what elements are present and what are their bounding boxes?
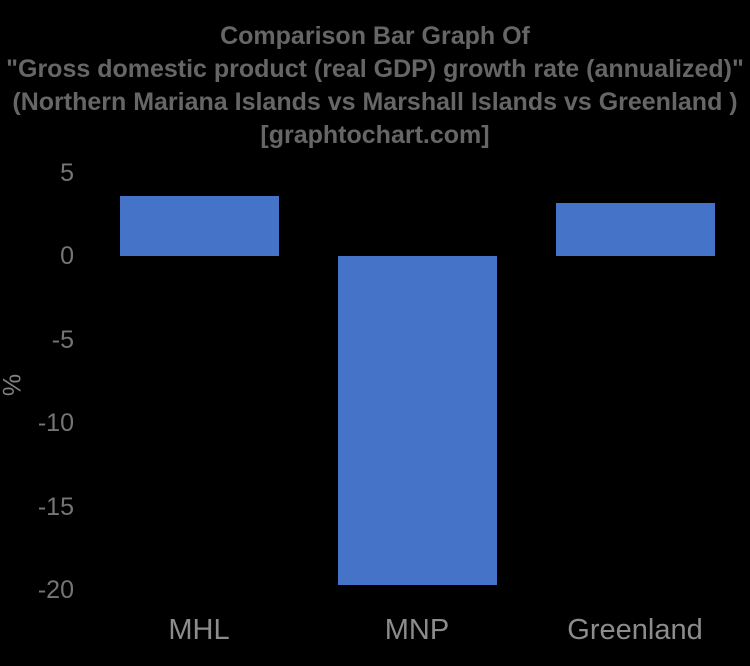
y-tick-label--5: -5 <box>51 326 74 354</box>
y-tick-label-0: 0 <box>60 242 74 270</box>
x-axis-label-mnp: MNP <box>384 614 450 646</box>
y-tick-label--10: -10 <box>37 409 74 437</box>
bar-mhl <box>120 196 279 256</box>
chart-title: Comparison Bar Graph Of "Gross domestic … <box>0 20 750 152</box>
chart-title-line-1: Comparison Bar Graph Of <box>220 22 530 50</box>
chart-title-line-3: (Northern Mariana Islands vs Marshall Is… <box>12 88 738 116</box>
y-tick-label--20: -20 <box>37 576 74 604</box>
x-axis-label-greenland: Greenland <box>567 614 703 646</box>
chart-title-line-2: "Gross domestic product (real GDP) growt… <box>6 55 744 83</box>
bar-mnp <box>338 256 497 585</box>
y-tick-label-5: 5 <box>60 159 74 187</box>
chart-title-line-4: [graphtochart.com] <box>260 121 490 149</box>
y-tick-label--15: -15 <box>37 493 74 521</box>
x-axis-label-mhl: MHL <box>168 614 230 646</box>
bar-greenland <box>556 203 715 256</box>
